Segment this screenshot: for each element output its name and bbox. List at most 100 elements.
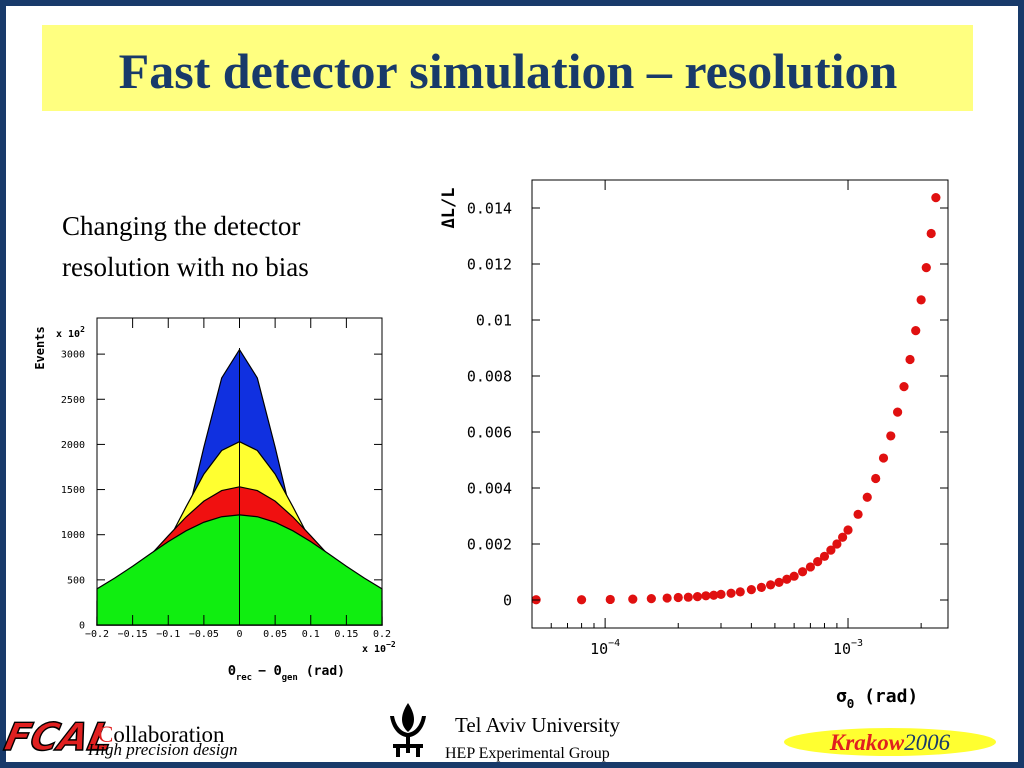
y-tick-label: 0.004: [467, 479, 512, 497]
data-point: [774, 577, 784, 587]
y-tick-label: 1500: [61, 485, 85, 496]
histogram-chart: 0 500 1000 1500 2000 2500 3000 −0.2 −0.15 −0.1 −0.…: [61, 317, 391, 640]
tagline: High precision design: [87, 740, 238, 759]
data-point: [926, 228, 936, 239]
x-tick-label: 10−3: [833, 638, 863, 658]
tick-text: −0.05: [189, 629, 219, 640]
data-point: [709, 590, 719, 600]
data-point: [878, 453, 889, 463]
data-point: [832, 539, 842, 549]
tick-exp: −4: [608, 638, 620, 649]
y-tick-label: 0: [503, 591, 512, 609]
data-point: [871, 473, 881, 484]
x-tick-label: −0.2: [85, 629, 109, 640]
x-tick-label: 0.15: [334, 629, 358, 640]
tick-text: −0.15: [118, 629, 148, 640]
data-point: [892, 407, 903, 417]
data-point: [911, 326, 921, 336]
label-part: Θ: [228, 664, 236, 679]
multiplier-exp: −2: [386, 640, 396, 649]
y-tick-label: 0.006: [467, 423, 512, 441]
data-point: [782, 574, 792, 584]
data-point: [756, 582, 767, 593]
multiplier-exp: 2: [80, 325, 85, 334]
slide-title: Fast detector simulation – resolution: [119, 43, 898, 99]
collab-rest: ollaboration: [113, 722, 225, 747]
label-sub: rec: [236, 673, 252, 683]
label-part: σ: [836, 686, 847, 707]
title-box: [42, 25, 973, 111]
y-tick-label: 3000: [61, 350, 85, 361]
data-point: [862, 492, 872, 502]
y-tick-label: 0: [79, 621, 85, 632]
tick-text: 10: [590, 640, 608, 658]
tick-text: 0.05: [263, 629, 287, 640]
data-point: [673, 592, 683, 603]
tick-text: 0: [236, 629, 242, 640]
multiplier-base: x 10: [56, 329, 80, 340]
x-tick-label: −0.05: [189, 629, 219, 640]
label-unit: (rad): [864, 686, 918, 707]
city-year: Krakow2006: [829, 730, 951, 755]
data-point: [905, 354, 915, 365]
data-point: [735, 587, 745, 597]
data-point: [726, 588, 736, 598]
data-point: [683, 592, 693, 602]
y-tick-label: 0.002: [467, 535, 512, 553]
x-tick-label: 0: [236, 629, 242, 640]
data-point: [662, 593, 672, 603]
data-point: [916, 295, 926, 305]
y-multiplier: x 102: [56, 325, 85, 340]
tick-text: 0.2: [373, 629, 391, 640]
data-point: [819, 551, 830, 561]
data-point: [605, 594, 615, 605]
data-point: [797, 567, 808, 577]
x-axis-label: σΘ (rad): [836, 686, 918, 711]
x-tick-label: −0.15: [118, 629, 148, 640]
fcal-logo: FCAL: [0, 715, 117, 760]
y-tick-label: 500: [67, 575, 85, 586]
y-tick-label: 2000: [61, 440, 85, 451]
data-point: [886, 431, 896, 441]
data-point: [701, 591, 711, 601]
data-point: [853, 509, 863, 519]
tick-text: −0.1: [156, 629, 180, 640]
label-unit: (rad): [306, 664, 345, 679]
data-point: [716, 589, 726, 600]
x-axis-label: Θrec − Θgen (rad): [228, 664, 345, 683]
y-tick-label: 0.01: [476, 311, 512, 329]
x-tick-label: 0.05: [263, 629, 287, 640]
year: 2006: [904, 730, 951, 755]
data-point: [646, 594, 656, 604]
body-text: resolution with no bias: [62, 252, 309, 282]
data-point: [843, 525, 853, 535]
data-point: [931, 193, 941, 203]
data-point: [805, 562, 815, 572]
label-sub: gen: [282, 673, 298, 683]
data-point: [899, 382, 909, 392]
tick-text: 0.15: [334, 629, 358, 640]
x-tick-label: −0.1: [156, 629, 180, 640]
y-tick-label: 2500: [61, 395, 85, 406]
x-tick-label: 0.1: [302, 629, 320, 640]
city-badge: [784, 728, 996, 756]
university-name: Tel Aviv University: [455, 713, 620, 737]
label-sub: Θ: [847, 697, 854, 711]
collaboration-text: Collaboration: [98, 722, 225, 747]
y-tick-label: 0.012: [467, 255, 512, 273]
y-axis-label: ΔL/L: [439, 188, 459, 229]
data-point: [789, 571, 799, 581]
body-text: Changing the detector: [62, 211, 300, 241]
y-tick-label: 0.008: [467, 367, 512, 385]
city: Krakow: [829, 730, 905, 755]
y-axis-label: Events: [33, 326, 47, 369]
x-multiplier: x 10−2: [362, 640, 396, 655]
data-point: [628, 594, 638, 604]
x-tick-label: 0.2: [373, 629, 391, 640]
data-point: [921, 263, 931, 273]
tick-text: 0.1: [302, 629, 320, 640]
plot-frame: [531, 179, 949, 629]
data-point: [826, 545, 836, 555]
